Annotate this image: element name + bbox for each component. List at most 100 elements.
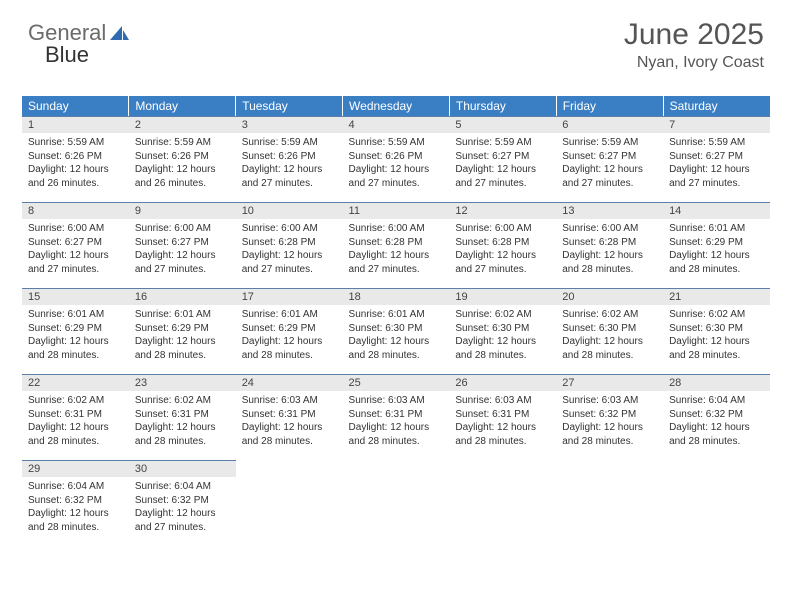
daylight-text-2: and 28 minutes. (669, 349, 764, 363)
calendar-cell: 28Sunrise: 6:04 AMSunset: 6:32 PMDayligh… (663, 374, 770, 460)
day-body: Sunrise: 6:01 AMSunset: 6:29 PMDaylight:… (22, 305, 129, 366)
sunrise-text: Sunrise: 5:59 AM (28, 136, 123, 150)
calendar-cell: .. (236, 460, 343, 546)
sunset-text: Sunset: 6:31 PM (455, 408, 550, 422)
page-header: General Blue June 2025 Nyan, Ivory Coast (0, 0, 792, 96)
daylight-text-1: Daylight: 12 hours (455, 421, 550, 435)
calendar-cell: 5Sunrise: 5:59 AMSunset: 6:27 PMDaylight… (449, 116, 556, 202)
calendar-cell: 18Sunrise: 6:01 AMSunset: 6:30 PMDayligh… (343, 288, 450, 374)
day-number: 1 (22, 116, 129, 133)
calendar-cell: 25Sunrise: 6:03 AMSunset: 6:31 PMDayligh… (343, 374, 450, 460)
sunrise-text: Sunrise: 6:00 AM (562, 222, 657, 236)
calendar-cell: 20Sunrise: 6:02 AMSunset: 6:30 PMDayligh… (556, 288, 663, 374)
daylight-text-2: and 27 minutes. (669, 177, 764, 191)
day-body: Sunrise: 6:01 AMSunset: 6:29 PMDaylight:… (236, 305, 343, 366)
daylight-text-1: Daylight: 12 hours (28, 249, 123, 263)
day-number: 4 (343, 116, 450, 133)
daylight-text-1: Daylight: 12 hours (349, 163, 444, 177)
daylight-text-2: and 27 minutes. (242, 177, 337, 191)
sunset-text: Sunset: 6:31 PM (28, 408, 123, 422)
daylight-text-1: Daylight: 12 hours (562, 421, 657, 435)
day-body: Sunrise: 6:01 AMSunset: 6:30 PMDaylight:… (343, 305, 450, 366)
weekday-header: Wednesday (343, 96, 450, 116)
calendar-cell: 16Sunrise: 6:01 AMSunset: 6:29 PMDayligh… (129, 288, 236, 374)
day-body: Sunrise: 6:02 AMSunset: 6:30 PMDaylight:… (556, 305, 663, 366)
daylight-text-2: and 28 minutes. (455, 435, 550, 449)
calendar-row: 29Sunrise: 6:04 AMSunset: 6:32 PMDayligh… (22, 460, 770, 546)
daylight-text-2: and 28 minutes. (562, 349, 657, 363)
sunrise-text: Sunrise: 6:00 AM (242, 222, 337, 236)
daylight-text-2: and 27 minutes. (28, 263, 123, 277)
sunrise-text: Sunrise: 6:01 AM (349, 308, 444, 322)
day-number: 8 (22, 202, 129, 219)
day-number: 30 (129, 460, 236, 477)
day-number: 13 (556, 202, 663, 219)
weekday-header: Monday (129, 96, 236, 116)
calendar-body: 1Sunrise: 5:59 AMSunset: 6:26 PMDaylight… (22, 116, 770, 546)
day-body: Sunrise: 6:00 AMSunset: 6:28 PMDaylight:… (236, 219, 343, 280)
daylight-text-2: and 26 minutes. (28, 177, 123, 191)
day-number: 29 (22, 460, 129, 477)
day-number: 2 (129, 116, 236, 133)
day-number: 21 (663, 288, 770, 305)
calendar-cell: 4 Sunrise: 5:59 AMSunset: 6:26 PMDaylight… (343, 116, 450, 202)
day-body: Sunrise: 6:03 AMSunset: 6:31 PMDaylight:… (236, 391, 343, 452)
calendar-cell: .. (663, 460, 770, 546)
calendar-cell: 29Sunrise: 6:04 AMSunset: 6:32 PMDayligh… (22, 460, 129, 546)
day-number: 17 (236, 288, 343, 305)
sunrise-text: Sunrise: 6:00 AM (135, 222, 230, 236)
day-number: 25 (343, 374, 450, 391)
calendar-cell: 23Sunrise: 6:02 AMSunset: 6:31 PMDayligh… (129, 374, 236, 460)
daylight-text-1: Daylight: 12 hours (669, 163, 764, 177)
calendar-row: 15Sunrise: 6:01 AMSunset: 6:29 PMDayligh… (22, 288, 770, 374)
sunrise-text: Sunrise: 5:59 AM (562, 136, 657, 150)
sunset-text: Sunset: 6:29 PM (242, 322, 337, 336)
sunset-text: Sunset: 6:29 PM (28, 322, 123, 336)
sunset-text: Sunset: 6:27 PM (28, 236, 123, 250)
daylight-text-1: Daylight: 12 hours (242, 335, 337, 349)
calendar-cell: 7Sunrise: 5:59 AMSunset: 6:27 PMDaylight… (663, 116, 770, 202)
daylight-text-1: Daylight: 12 hours (562, 335, 657, 349)
sunset-text: Sunset: 6:26 PM (349, 150, 444, 164)
location: Nyan, Ivory Coast (624, 54, 764, 72)
logo-word-2: Blue (45, 42, 89, 67)
sunrise-text: Sunrise: 6:03 AM (349, 394, 444, 408)
daylight-text-2: and 28 minutes. (562, 263, 657, 277)
day-body: Sunrise: 6:02 AMSunset: 6:30 PMDaylight:… (449, 305, 556, 366)
day-body: Sunrise: 6:00 AMSunset: 6:27 PMDaylight:… (22, 219, 129, 280)
sunset-text: Sunset: 6:27 PM (669, 150, 764, 164)
sunset-text: Sunset: 6:27 PM (135, 236, 230, 250)
day-body: Sunrise: 6:00 AMSunset: 6:28 PMDaylight:… (449, 219, 556, 280)
day-number: 24 (236, 374, 343, 391)
day-number: 20 (556, 288, 663, 305)
calendar-cell: 1Sunrise: 5:59 AMSunset: 6:26 PMDaylight… (22, 116, 129, 202)
day-number: 15 (22, 288, 129, 305)
logo-word-2-wrap: Blue (45, 42, 89, 68)
sunset-text: Sunset: 6:32 PM (669, 408, 764, 422)
daylight-text-1: Daylight: 12 hours (135, 163, 230, 177)
title-block: June 2025 Nyan, Ivory Coast (624, 18, 764, 72)
sunset-text: Sunset: 6:31 PM (242, 408, 337, 422)
day-body: Sunrise: 6:03 AMSunset: 6:31 PMDaylight:… (449, 391, 556, 452)
day-number: 11 (343, 202, 450, 219)
daylight-text-1: Daylight: 12 hours (669, 335, 764, 349)
calendar-row: 22Sunrise: 6:02 AMSunset: 6:31 PMDayligh… (22, 374, 770, 460)
day-number: 6 (556, 116, 663, 133)
day-body: Sunrise: 6:04 AMSunset: 6:32 PMDaylight:… (663, 391, 770, 452)
sunset-text: Sunset: 6:27 PM (562, 150, 657, 164)
sunset-text: Sunset: 6:28 PM (562, 236, 657, 250)
day-body: Sunrise: 6:02 AMSunset: 6:30 PMDaylight:… (663, 305, 770, 366)
calendar-cell: 21Sunrise: 6:02 AMSunset: 6:30 PMDayligh… (663, 288, 770, 374)
daylight-text-1: Daylight: 12 hours (455, 249, 550, 263)
daylight-text-2: and 28 minutes. (562, 435, 657, 449)
sunrise-text: Sunrise: 5:59 AM (349, 136, 444, 150)
daylight-text-1: Daylight: 12 hours (562, 249, 657, 263)
daylight-text-2: and 28 minutes. (669, 263, 764, 277)
day-number: 3 (236, 116, 343, 133)
day-body: Sunrise: 5:59 AMSunset: 6:26 PMDaylight:… (129, 133, 236, 194)
daylight-text-1: Daylight: 12 hours (28, 507, 123, 521)
day-body: Sunrise: 6:04 AMSunset: 6:32 PMDaylight:… (22, 477, 129, 538)
daylight-text-2: and 27 minutes. (455, 177, 550, 191)
logo-sail-icon (108, 24, 130, 42)
sunrise-text: Sunrise: 5:59 AM (669, 136, 764, 150)
